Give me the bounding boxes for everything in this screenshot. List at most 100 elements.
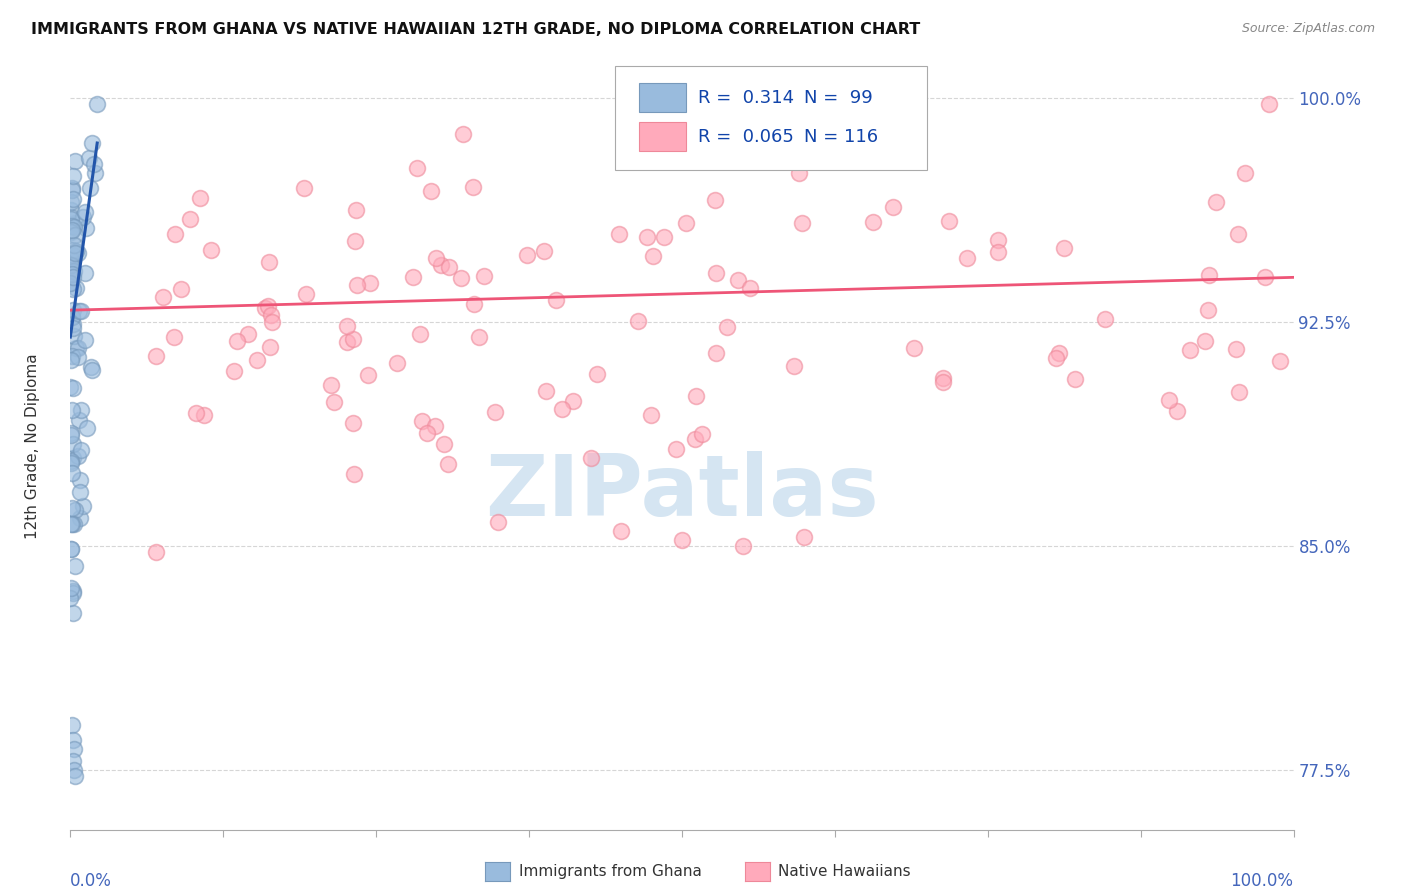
Point [63, 559, 86, 574]
Point [437, 260, 460, 275]
Point [610, 524, 633, 538]
Point [66, 449, 89, 463]
Point [451, 127, 474, 141]
Point [59, 276, 82, 290]
Point [62, 270, 84, 285]
Point [1159, 393, 1181, 408]
Point [145, 545, 167, 559]
Point [640, 408, 662, 422]
Point [692, 427, 714, 442]
Point [60, 182, 83, 196]
Point [59, 591, 82, 605]
Point [1064, 372, 1087, 386]
Point [60, 500, 83, 515]
Point [1094, 312, 1116, 326]
Point [342, 417, 364, 431]
Point [1198, 268, 1220, 282]
Point [62, 303, 84, 318]
Point [336, 334, 359, 349]
Point [62, 169, 84, 183]
Point [463, 297, 485, 311]
Point [65, 281, 87, 295]
Point [63, 763, 86, 777]
Point [59, 581, 82, 595]
Point [63, 217, 86, 231]
Point [1225, 342, 1247, 356]
Point [62, 754, 84, 768]
Point [69, 473, 91, 487]
Point [75, 333, 97, 347]
Point [152, 290, 174, 304]
Point [69, 485, 91, 500]
Point [641, 249, 664, 263]
Text: Native Hawaiians: Native Hawaiians [778, 864, 910, 879]
Point [60, 516, 83, 531]
Point [60, 222, 83, 236]
Point [931, 370, 953, 384]
Point [62, 450, 84, 465]
Point [932, 375, 955, 389]
Point [346, 277, 368, 292]
Point [79, 181, 101, 195]
Bar [640, 83, 686, 112]
Point [783, 359, 806, 374]
Point [62, 606, 84, 620]
Point [59, 264, 82, 278]
Point [59, 380, 82, 394]
Point [184, 406, 207, 420]
Point [738, 281, 761, 295]
Point [76, 421, 98, 435]
Point [65, 341, 87, 355]
Point [70, 403, 93, 417]
Point [60, 277, 83, 291]
Bar [640, 121, 686, 151]
Text: N = 116: N = 116 [804, 128, 879, 146]
Point [63, 769, 86, 783]
Point [86, 97, 108, 112]
Point [463, 179, 485, 194]
Point [72, 499, 94, 513]
Point [423, 418, 446, 433]
Point [903, 341, 925, 355]
Point [1180, 343, 1202, 357]
Point [82, 363, 104, 377]
Point [488, 515, 510, 529]
Point [60, 194, 83, 209]
Point [165, 227, 187, 242]
Point [955, 252, 977, 266]
Point [63, 517, 86, 532]
FancyBboxPatch shape [614, 66, 927, 169]
Point [62, 267, 84, 281]
Point [193, 408, 215, 422]
Point [342, 332, 364, 346]
Point [60, 225, 83, 239]
Point [675, 216, 697, 230]
Point [188, 190, 211, 204]
Point [1233, 166, 1256, 180]
Point [65, 228, 87, 243]
Point [62, 321, 84, 335]
Point [259, 340, 281, 354]
Point [544, 293, 567, 307]
Text: N =  99: N = 99 [804, 89, 873, 108]
Point [938, 214, 960, 228]
Point [83, 157, 105, 171]
Point [253, 301, 276, 316]
Point [62, 282, 84, 296]
Point [236, 326, 259, 341]
Point [145, 349, 167, 363]
Point [60, 211, 83, 225]
Point [62, 252, 84, 267]
Point [1254, 269, 1277, 284]
Point [1166, 404, 1188, 418]
Point [62, 317, 84, 331]
Point [336, 319, 359, 334]
Point [63, 503, 86, 517]
Point [63, 219, 86, 234]
Point [1258, 97, 1281, 112]
Point [323, 395, 346, 409]
Point [437, 457, 460, 471]
Point [246, 353, 269, 368]
Point [793, 530, 815, 544]
Point [67, 245, 90, 260]
